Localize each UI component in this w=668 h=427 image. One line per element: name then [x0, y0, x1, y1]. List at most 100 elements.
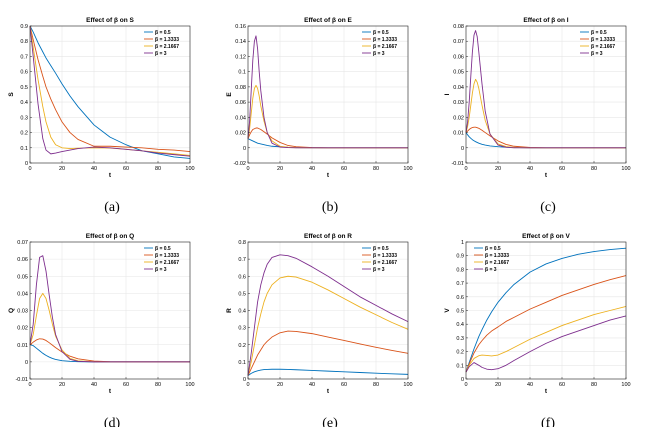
legend-entry: β = 3 — [155, 267, 167, 273]
y-tick-label: 0.3 — [456, 336, 464, 342]
y-tick-label: 0.4 — [238, 309, 246, 315]
y-axis-label: Q — [8, 308, 15, 313]
x-tick-label: 60 — [123, 382, 129, 388]
legend-entry: β = 0.5 — [373, 246, 389, 252]
x-tick-label: 60 — [341, 382, 347, 388]
x-tick-label: 60 — [559, 166, 565, 172]
y-tick-label: 0.02 — [235, 131, 246, 137]
chart-title: Effect of β on Q — [86, 233, 134, 240]
y-tick-label: 0.7 — [238, 257, 246, 263]
y-tick-label: 0.8 — [456, 267, 464, 273]
y-tick-label: 0.04 — [17, 291, 28, 297]
chart-title: Effect of β on I — [523, 17, 568, 24]
y-tick-label: 0 — [243, 146, 246, 152]
y-tick-label: 0.06 — [17, 257, 28, 263]
panel-4: 0 20 40 60 80 100 0 0.1 0.2 0.3 0.4 0.5 0.6 0.7 0.8 Eff… — [226, 233, 413, 427]
x-tick-label: 80 — [155, 166, 161, 172]
x-axis-label: t — [109, 388, 112, 395]
y-axis-label: I — [444, 93, 451, 95]
y-tick-label: 0.9 — [456, 254, 464, 260]
x-tick-label: 40 — [527, 166, 533, 172]
legend-entry: β = 1.3333 — [591, 37, 615, 43]
panel-caption: (b) — [322, 200, 339, 215]
x-tick-label: 80 — [591, 166, 597, 172]
y-tick-label: 0.01 — [17, 343, 28, 349]
y-tick-label: -0.02 — [233, 161, 246, 167]
y-tick-label: 0.4 — [456, 322, 464, 328]
y-tick-label: 0.04 — [235, 115, 246, 121]
x-axis-label: t — [545, 388, 548, 395]
legend-entry: β = 1.3333 — [485, 253, 509, 259]
x-tick-label: 100 — [185, 166, 194, 172]
y-tick-label: 0.6 — [20, 70, 28, 76]
series-line-3 — [465, 30, 626, 149]
legend-entry: β = 0.5 — [485, 246, 501, 252]
x-tick-label: 40 — [309, 382, 315, 388]
x-tick-label: 40 — [527, 382, 533, 388]
legend-entry: β = 2.1667 — [485, 260, 509, 266]
panel-2: 0 20 40 60 80 100-0.0100.010.020.030.040.050.… — [444, 17, 631, 215]
legend-entry: β = 0.5 — [373, 30, 389, 36]
legend-entry: β = 1.3333 — [373, 253, 397, 259]
y-tick-label: 0.9 — [20, 24, 28, 30]
y-tick-label: 0.04 — [453, 85, 464, 91]
y-axis-label: R — [226, 308, 233, 313]
panel-caption: (f) — [541, 416, 555, 427]
legend-entry: β = 1.3333 — [155, 253, 179, 259]
legend-entry: β = 0.5 — [591, 30, 607, 36]
y-tick-label: 0.5 — [20, 85, 28, 91]
y-tick-label: 0.14 — [235, 39, 246, 45]
series-line-3 — [465, 315, 627, 373]
y-tick-label: 0 — [243, 377, 246, 383]
x-tick-label: 100 — [185, 382, 194, 388]
legend-entry: β = 2.1667 — [591, 44, 615, 50]
x-tick-label: 80 — [373, 166, 379, 172]
plot-area — [30, 26, 190, 163]
y-tick-label: -0.01 — [15, 377, 28, 383]
chart-title: Effect of β on R — [304, 233, 352, 240]
x-axis-label: t — [327, 172, 330, 179]
x-tick-label: 40 — [309, 166, 315, 172]
y-tick-label: 0.1 — [238, 360, 246, 366]
panel-1: 0 20 40 60 80 100-0.0200.020.040.060.080.10.1… — [226, 17, 413, 215]
x-tick-label: 0 — [28, 382, 31, 388]
x-tick-label: 40 — [91, 166, 97, 172]
legend-entry: β = 2.1667 — [155, 260, 179, 266]
y-tick-label: 0.2 — [238, 343, 246, 349]
panel-caption: (a) — [104, 200, 120, 215]
x-axis-label: t — [545, 172, 548, 179]
series-line-3 — [247, 35, 408, 149]
x-tick-label: 20 — [495, 382, 501, 388]
series-line-3 — [29, 25, 191, 157]
legend-entry: β = 2.1667 — [373, 260, 397, 266]
x-tick-label: 0 — [28, 166, 31, 172]
y-tick-label: 0.3 — [238, 326, 246, 332]
x-tick-label: 0 — [464, 382, 467, 388]
y-tick-label: 0 — [461, 146, 464, 152]
x-tick-label: 60 — [123, 166, 129, 172]
legend-entry: β = 3 — [591, 51, 603, 57]
x-tick-label: 80 — [373, 382, 379, 388]
x-tick-label: 0 — [464, 166, 467, 172]
y-tick-label: 0.8 — [20, 39, 28, 45]
panel-3: 0 20 40 60 80 100-0.0100.010.020.030.040.050.… — [8, 233, 195, 427]
y-axis-label: S — [8, 92, 15, 97]
y-tick-label: 0.03 — [453, 100, 464, 106]
y-tick-label: 0.7 — [456, 281, 464, 287]
x-tick-label: 100 — [403, 382, 412, 388]
y-tick-label: 0.5 — [238, 291, 246, 297]
x-tick-label: 100 — [621, 166, 630, 172]
y-tick-label: 0 — [25, 360, 28, 366]
series-line-3 — [247, 254, 409, 376]
series-line-1 — [465, 275, 627, 373]
y-tick-label: -0.01 — [451, 161, 464, 167]
legend-entry: β = 3 — [485, 267, 497, 273]
y-tick-label: 0.08 — [235, 85, 246, 91]
y-tick-label: 0.16 — [235, 24, 246, 30]
panel-5: 0 20 40 60 80 100 0 0.1 0.2 0.3 0.4 0.5 0.6 0.7 0.8 0.9… — [444, 233, 631, 427]
series-line-0 — [247, 368, 409, 376]
x-tick-label: 20 — [277, 166, 283, 172]
y-tick-label: 0.1 — [20, 146, 28, 152]
legend-entry: β = 0.5 — [155, 30, 171, 36]
